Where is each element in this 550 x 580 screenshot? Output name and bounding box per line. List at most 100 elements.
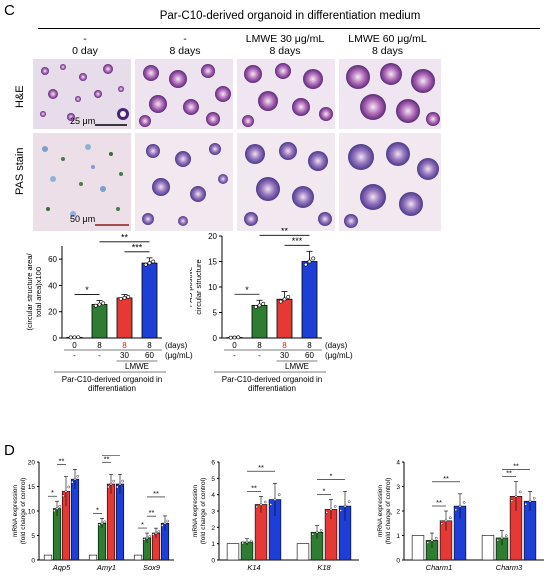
data-point [68, 335, 73, 340]
data-point [347, 500, 351, 503]
data-point [160, 524, 164, 527]
condition-3-line2: 8 days [269, 45, 301, 57]
data-point [157, 530, 160, 533]
data-point [434, 536, 438, 540]
y-tick-label: 4 [211, 492, 215, 499]
data-point [145, 536, 149, 540]
bar [43, 554, 53, 561]
days-unit-label: (days) [325, 341, 348, 350]
days-tick-label: 8 [122, 341, 127, 350]
condition-4-line1: LMWE 60 μg/mL [348, 33, 427, 45]
days-tick-label: 0 [72, 341, 77, 350]
chart-circular-area: 0 20 40 60 (circular structure area/total ar… [25, 232, 193, 393]
y-tick-label: 20 [28, 460, 36, 467]
significance-mark: ** [108, 452, 114, 456]
data-point [121, 479, 124, 483]
bar [116, 297, 133, 339]
bar [141, 262, 158, 339]
data-point [514, 495, 518, 498]
micrograph-he-0day [33, 59, 131, 129]
row-label-he: H&E [14, 85, 26, 108]
condition-1-line2: 0 day [72, 45, 98, 57]
data-point [269, 503, 273, 506]
y-axis-label: mRNA expression(fold change of control) [377, 478, 392, 544]
significance-mark: ** [506, 469, 512, 478]
y-tick-label: 1 [396, 533, 400, 540]
days-tick-label: 8 [307, 341, 312, 350]
data-point [122, 296, 127, 300]
data-point [311, 256, 316, 261]
category-label: Charm1 [426, 563, 453, 572]
data-point [118, 297, 123, 301]
days-tick-label: 8 [257, 341, 262, 350]
significance-mark: ** [436, 498, 442, 507]
data-point [76, 474, 79, 478]
data-point [93, 303, 98, 308]
y-axis-label: mRNA expression(fold change of control) [192, 478, 207, 544]
data-point [440, 522, 444, 526]
data-point [142, 538, 146, 541]
data-point [147, 261, 152, 265]
lmwe-label: LMWE [125, 362, 149, 371]
micrograph-pas-lmwe30 [237, 133, 335, 231]
significance-mark: ** [281, 228, 289, 236]
data-point [76, 335, 81, 340]
dose-unit-label: (μg/mL) [165, 351, 193, 360]
data-point [73, 477, 77, 481]
y-tick-label: 0 [53, 334, 58, 343]
data-point [311, 532, 315, 536]
data-point [496, 538, 500, 542]
data-point [325, 511, 329, 514]
condition-2-line2: 8 days [169, 45, 201, 57]
y-tick-label: 5 [31, 533, 35, 540]
data-point [98, 523, 101, 527]
bar [226, 543, 240, 561]
data-point [245, 540, 249, 544]
data-point [430, 539, 434, 542]
data-point [101, 301, 106, 306]
data-point [232, 335, 237, 340]
row-label-pas: PAS stain [14, 147, 26, 196]
data-point [118, 482, 122, 486]
data-point [500, 536, 504, 540]
significance-mark: ** [121, 232, 129, 242]
data-point [72, 335, 77, 340]
data-point [510, 499, 514, 503]
data-point [64, 490, 68, 493]
significance-mark: ** [104, 454, 110, 463]
y-tick-label: 2 [211, 525, 215, 532]
significance-mark: * [51, 488, 54, 497]
data-point [151, 533, 155, 536]
data-point [107, 485, 110, 489]
data-point [228, 335, 233, 340]
data-point [257, 303, 262, 308]
y-tick-label: 15 [208, 258, 217, 267]
dose-unit-label: (μg/mL) [325, 351, 353, 360]
y-tick-label: 4 [396, 460, 400, 467]
y-tick-label: 20 [48, 308, 57, 317]
significance-mark: ** [149, 508, 155, 517]
bar [115, 483, 125, 561]
data-point [454, 508, 458, 512]
micrograph-grid [33, 59, 441, 231]
bar [296, 543, 310, 561]
data-point [273, 498, 277, 501]
data-point [518, 490, 522, 494]
micrograph-pas-lmwe60 [339, 133, 441, 231]
y-tick-label: 10 [208, 283, 217, 292]
data-point [100, 521, 104, 525]
data-point [333, 505, 337, 508]
dose-tick-label: - [233, 351, 236, 360]
significance-mark: ** [59, 457, 65, 466]
data-point [163, 521, 167, 525]
data-point [263, 500, 267, 504]
bar [254, 504, 268, 561]
dose-tick-label: 60 [305, 351, 314, 360]
y-tick-label: 3 [211, 509, 215, 516]
data-point [249, 539, 253, 543]
significance-mark: ** [443, 474, 449, 483]
dose-tick-label: 60 [145, 351, 154, 360]
data-point [53, 509, 56, 513]
data-point [103, 520, 106, 524]
